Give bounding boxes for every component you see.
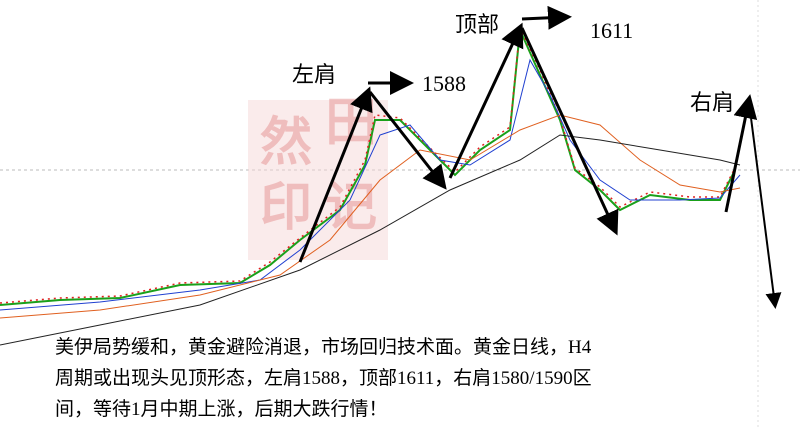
price-path-red — [0, 25, 736, 304]
caption-line: 间，等待1月中期上涨，后期大跌行情！ — [55, 398, 388, 420]
caption-line: 周期或出现头见顶形态，左肩1588，顶部1611，右肩1580/1590区 — [55, 367, 592, 389]
annotation: 1588 — [422, 71, 466, 96]
arrows — [298, 5, 782, 309]
annotation: 顶部 — [455, 12, 499, 37]
annotation: 1611 — [590, 18, 633, 43]
moving-average-orange — [0, 114, 741, 319]
caption-line: 美伊局势缓和，黄金避险消退，市场回归技术面。黄金日线，H4 — [55, 336, 592, 358]
watermark-char: 然 — [260, 114, 312, 172]
watermark: 然 田 印 记 — [248, 95, 388, 260]
annotation: 左肩 — [292, 62, 336, 87]
annotation: 右肩 — [690, 90, 734, 115]
watermark-char: 印 — [260, 180, 312, 237]
moving-average-black — [0, 134, 741, 346]
